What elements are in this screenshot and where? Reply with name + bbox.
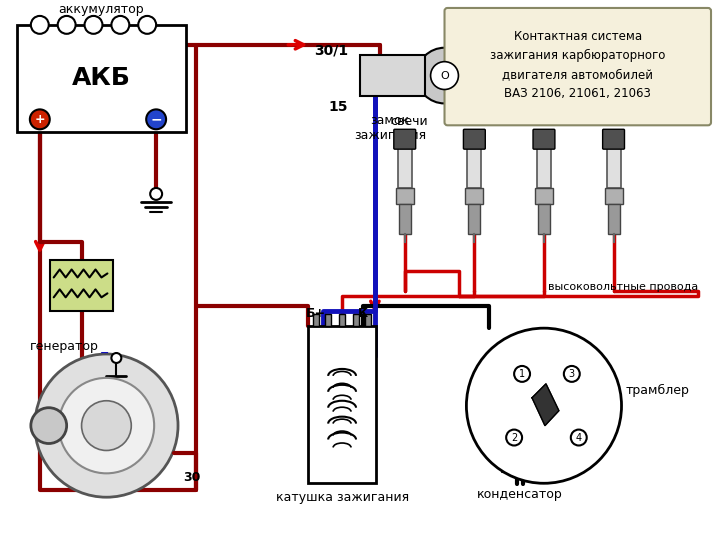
Bar <box>538 204 550 233</box>
Bar <box>398 204 411 233</box>
Circle shape <box>31 16 49 34</box>
Circle shape <box>416 48 472 103</box>
Text: замок
зажигания: замок зажигания <box>354 115 426 142</box>
Circle shape <box>467 328 622 483</box>
Circle shape <box>35 354 178 497</box>
Bar <box>50 260 113 311</box>
Text: свечи: свечи <box>390 115 427 128</box>
Text: 3: 3 <box>569 369 575 379</box>
Text: −: − <box>100 348 109 358</box>
Bar <box>353 314 359 326</box>
Bar <box>537 148 551 188</box>
Circle shape <box>571 430 587 446</box>
Text: АКБ: АКБ <box>72 66 131 90</box>
Circle shape <box>564 366 579 382</box>
Circle shape <box>30 109 50 130</box>
Circle shape <box>85 16 103 34</box>
Bar <box>535 188 553 204</box>
FancyBboxPatch shape <box>602 130 625 149</box>
Circle shape <box>59 378 154 473</box>
Text: генератор: генератор <box>30 340 99 353</box>
Circle shape <box>82 401 131 450</box>
Bar <box>607 148 620 188</box>
Text: 1: 1 <box>519 369 525 379</box>
Bar <box>17 25 186 132</box>
Circle shape <box>111 353 121 363</box>
Bar <box>313 314 320 326</box>
FancyBboxPatch shape <box>393 130 416 149</box>
Bar <box>465 188 483 204</box>
Circle shape <box>431 62 458 90</box>
Bar <box>325 314 331 326</box>
Text: 15: 15 <box>329 100 348 115</box>
Text: 30/1: 30/1 <box>314 44 348 58</box>
Bar <box>398 148 411 188</box>
Circle shape <box>514 366 530 382</box>
Bar <box>467 148 481 188</box>
Circle shape <box>146 109 166 130</box>
Bar <box>607 204 620 233</box>
FancyBboxPatch shape <box>444 8 711 125</box>
Bar <box>339 314 345 326</box>
Text: Б+: Б+ <box>306 307 326 320</box>
Text: 2: 2 <box>511 433 517 442</box>
Text: −: − <box>150 112 162 126</box>
Text: высоковольтные провода: высоковольтные провода <box>548 282 698 293</box>
Bar <box>396 188 414 204</box>
Text: К: К <box>358 307 368 320</box>
Circle shape <box>111 16 129 34</box>
Bar <box>308 326 376 483</box>
Text: конденсатор: конденсатор <box>477 488 563 501</box>
Bar <box>360 55 424 96</box>
Text: Контактная система
зажигания карбюраторного
двигателя автомобилей
ВАЗ 2106, 2106: Контактная система зажигания карбюраторн… <box>490 29 666 100</box>
Text: аккумулятор: аккумулятор <box>59 3 144 16</box>
Polygon shape <box>532 384 559 426</box>
Circle shape <box>139 16 156 34</box>
Text: +: + <box>34 113 45 126</box>
Text: O: O <box>440 70 449 80</box>
Circle shape <box>57 16 75 34</box>
Text: катушка зажигания: катушка зажигания <box>276 491 409 504</box>
FancyBboxPatch shape <box>533 130 555 149</box>
FancyBboxPatch shape <box>463 130 485 149</box>
Bar <box>365 314 371 326</box>
Bar <box>468 204 480 233</box>
Text: трамблер: трамблер <box>625 384 689 397</box>
Circle shape <box>150 188 162 200</box>
Circle shape <box>31 408 67 443</box>
Text: 4: 4 <box>576 433 582 442</box>
Circle shape <box>506 430 522 446</box>
Text: 30: 30 <box>183 471 200 484</box>
Bar <box>605 188 623 204</box>
